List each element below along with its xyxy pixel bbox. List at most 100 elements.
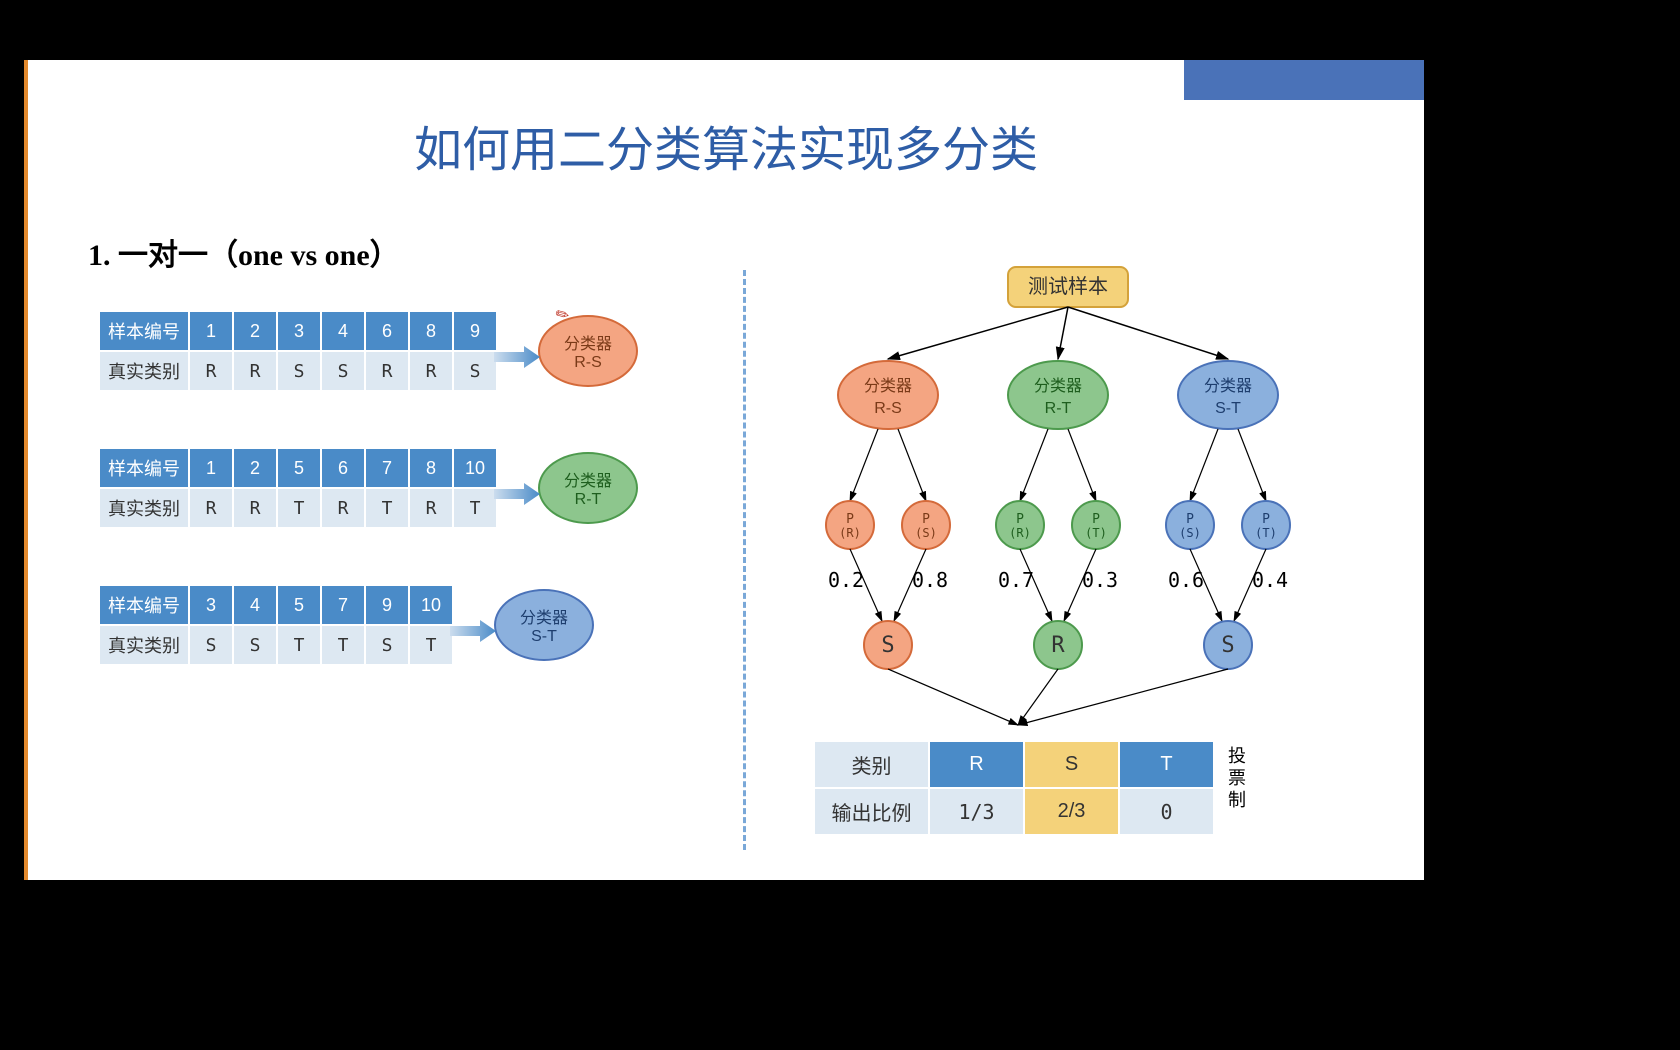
- svg-text:(S): (S): [915, 526, 937, 540]
- svg-text:S: S: [881, 633, 894, 658]
- id-header: 2: [233, 311, 277, 351]
- header-cell: 样本编号: [99, 585, 189, 625]
- vertical-divider: [743, 270, 746, 850]
- svg-text:分类器: 分类器: [1034, 377, 1082, 395]
- class-cell: S: [365, 625, 409, 665]
- table-group: 样本编号12567810真实类别RRTRTRT 分类器 R-T: [98, 447, 698, 529]
- decision-tree: 测试样本分类器R-SP(R)P(S)0.20.8S分类器R-TP(R)P(T)0…: [788, 255, 1348, 735]
- id-header: 6: [321, 448, 365, 488]
- class-cell: T: [277, 488, 321, 528]
- classifier-pair: R-S: [574, 354, 602, 372]
- id-header: 4: [321, 311, 365, 351]
- result-col-header: S: [1024, 741, 1119, 788]
- id-header: 5: [277, 448, 321, 488]
- svg-text:R-T: R-T: [1045, 400, 1072, 417]
- slide: 如何用二分类算法实现多分类 1. 一对一（one vs one） ✎ 样本编号1…: [24, 60, 1424, 880]
- id-header: 6: [365, 311, 409, 351]
- svg-text:P: P: [1016, 512, 1024, 527]
- id-header: 8: [409, 311, 453, 351]
- result-header-label: 类别: [814, 741, 929, 788]
- class-cell: R: [233, 488, 277, 528]
- section-number: 1.: [88, 239, 111, 272]
- id-header: 2: [233, 448, 277, 488]
- svg-text:(S): (S): [1179, 526, 1201, 540]
- svg-text:(T): (T): [1085, 526, 1107, 540]
- svg-text:P: P: [1092, 512, 1100, 527]
- classifier-pair: R-T: [575, 491, 602, 509]
- svg-text:分类器: 分类器: [864, 377, 912, 395]
- class-cell: R: [409, 488, 453, 528]
- result-row: 类别RST输出比例1/32/30 投票制: [813, 740, 1388, 836]
- svg-text:R-S: R-S: [874, 400, 902, 417]
- svg-text:P: P: [922, 512, 930, 527]
- id-header: 8: [409, 448, 453, 488]
- class-cell: S: [189, 625, 233, 665]
- class-cell: T: [365, 488, 409, 528]
- id-header: 10: [453, 448, 497, 488]
- svg-text:(R): (R): [839, 526, 861, 540]
- class-cell: R: [233, 351, 277, 391]
- id-header: 9: [453, 311, 497, 351]
- svg-text:测试样本: 测试样本: [1028, 275, 1108, 298]
- svg-text:S: S: [1221, 633, 1234, 658]
- result-value: 2/3: [1024, 788, 1119, 835]
- classifier-node: 分类器 S-T: [494, 589, 594, 661]
- result-value: 0: [1119, 788, 1214, 835]
- label-cell: 真实类别: [99, 625, 189, 665]
- svg-text:P: P: [1262, 512, 1270, 527]
- label-cell: 真实类别: [99, 351, 189, 391]
- right-panel: 测试样本分类器R-SP(R)P(S)0.20.8S分类器R-TP(R)P(T)0…: [788, 255, 1388, 836]
- class-cell: R: [321, 488, 365, 528]
- id-header: 4: [233, 585, 277, 625]
- arrow-icon: [492, 342, 542, 372]
- vote-label: 投票制: [1223, 740, 1249, 812]
- slide-title: 如何用二分类算法实现多分类: [28, 110, 1424, 180]
- result-table: 类别RST输出比例1/32/30: [813, 740, 1215, 836]
- id-header: 3: [277, 311, 321, 351]
- svg-text:(R): (R): [1009, 526, 1031, 540]
- class-cell: S: [321, 351, 365, 391]
- class-cell: T: [277, 625, 321, 665]
- id-header: 5: [277, 585, 321, 625]
- class-cell: R: [189, 351, 233, 391]
- svg-text:R: R: [1051, 633, 1065, 658]
- svg-text:P: P: [1186, 512, 1194, 527]
- left-panel: 样本编号1234689真实类别RRSSRRS 分类器 R-S 样本编号12567…: [98, 310, 698, 721]
- id-header: 9: [365, 585, 409, 625]
- arrow-icon: [492, 479, 542, 509]
- id-header: 1: [189, 311, 233, 351]
- class-cell: T: [321, 625, 365, 665]
- svg-text:0.8: 0.8: [912, 568, 948, 592]
- class-cell: T: [453, 488, 497, 528]
- id-header: 7: [365, 448, 409, 488]
- class-cell: S: [233, 625, 277, 665]
- id-header: 10: [409, 585, 453, 625]
- result-col-header: T: [1119, 741, 1214, 788]
- sample-table: 样本编号1234689真实类别RRSSRRS: [98, 310, 498, 392]
- svg-text:0.7: 0.7: [998, 568, 1034, 592]
- class-cell: R: [189, 488, 233, 528]
- svg-text:P: P: [846, 512, 854, 527]
- class-cell: R: [365, 351, 409, 391]
- classifier-label: 分类器: [564, 467, 612, 491]
- svg-text:0.6: 0.6: [1168, 568, 1204, 592]
- table-group: 样本编号1234689真实类别RRSSRRS 分类器 R-S: [98, 310, 698, 392]
- sample-table: 样本编号3457910真实类别SSTTST: [98, 584, 454, 666]
- corner-decoration: [1184, 60, 1424, 100]
- class-cell: S: [277, 351, 321, 391]
- svg-text:0.3: 0.3: [1082, 568, 1118, 592]
- result-row-label: 输出比例: [814, 788, 929, 835]
- class-cell: R: [409, 351, 453, 391]
- header-cell: 样本编号: [99, 311, 189, 351]
- arrow-icon: [448, 616, 498, 646]
- classifier-pair: S-T: [531, 628, 557, 646]
- classifier-label: 分类器: [520, 604, 568, 628]
- svg-text:分类器: 分类器: [1204, 377, 1252, 395]
- svg-text:(T): (T): [1255, 526, 1277, 540]
- classifier-node: 分类器 R-T: [538, 452, 638, 524]
- svg-text:0.4: 0.4: [1252, 568, 1288, 592]
- table-group: 样本编号3457910真实类别SSTTST 分类器 S-T: [98, 584, 698, 666]
- result-value: 1/3: [929, 788, 1024, 835]
- id-header: 3: [189, 585, 233, 625]
- id-header: 1: [189, 448, 233, 488]
